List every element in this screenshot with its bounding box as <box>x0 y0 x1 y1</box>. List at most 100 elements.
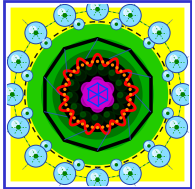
Circle shape <box>17 126 20 129</box>
Circle shape <box>12 55 19 62</box>
Circle shape <box>53 50 142 139</box>
Circle shape <box>101 94 113 106</box>
Circle shape <box>111 75 132 96</box>
Circle shape <box>115 164 117 166</box>
Circle shape <box>164 72 168 76</box>
Circle shape <box>64 88 66 90</box>
Circle shape <box>75 161 79 165</box>
Circle shape <box>166 116 188 138</box>
Circle shape <box>166 51 188 73</box>
Circle shape <box>170 121 177 128</box>
Circle shape <box>112 64 113 66</box>
Circle shape <box>91 126 93 128</box>
Circle shape <box>181 93 184 96</box>
Circle shape <box>12 121 19 128</box>
Circle shape <box>34 154 37 158</box>
Circle shape <box>129 14 132 17</box>
Circle shape <box>129 99 131 101</box>
Circle shape <box>115 23 117 25</box>
Circle shape <box>152 149 160 156</box>
Circle shape <box>40 37 52 49</box>
Circle shape <box>83 80 112 109</box>
Circle shape <box>172 84 194 105</box>
Circle shape <box>27 25 168 164</box>
Circle shape <box>145 40 149 43</box>
Circle shape <box>64 99 66 101</box>
Circle shape <box>82 94 94 106</box>
Circle shape <box>123 74 125 76</box>
Circle shape <box>124 9 131 16</box>
Circle shape <box>91 173 98 180</box>
Circle shape <box>112 123 113 125</box>
Circle shape <box>26 75 28 77</box>
Circle shape <box>158 31 161 35</box>
Circle shape <box>116 80 121 85</box>
Circle shape <box>58 9 65 16</box>
Circle shape <box>77 120 79 122</box>
Circle shape <box>86 125 88 127</box>
Circle shape <box>113 87 133 108</box>
Circle shape <box>101 83 113 95</box>
Circle shape <box>68 80 74 85</box>
Circle shape <box>98 64 104 70</box>
Circle shape <box>61 58 134 131</box>
Circle shape <box>6 88 13 95</box>
Circle shape <box>81 112 86 117</box>
Circle shape <box>118 92 123 98</box>
Circle shape <box>77 67 79 69</box>
Circle shape <box>91 100 104 112</box>
Circle shape <box>82 123 83 125</box>
Circle shape <box>63 14 66 17</box>
Circle shape <box>73 70 75 72</box>
Circle shape <box>67 79 69 81</box>
Circle shape <box>143 37 155 49</box>
Circle shape <box>11 93 14 96</box>
Circle shape <box>158 154 161 158</box>
Circle shape <box>40 140 52 152</box>
Circle shape <box>92 115 98 120</box>
Circle shape <box>116 67 118 69</box>
Circle shape <box>148 145 150 147</box>
Circle shape <box>119 4 141 26</box>
Circle shape <box>102 126 104 128</box>
Circle shape <box>26 112 28 114</box>
FancyBboxPatch shape <box>11 8 184 181</box>
Circle shape <box>124 167 131 174</box>
Circle shape <box>63 172 66 175</box>
Circle shape <box>107 125 109 127</box>
Circle shape <box>29 149 36 156</box>
Circle shape <box>123 113 125 115</box>
Circle shape <box>128 104 130 106</box>
Circle shape <box>97 127 98 129</box>
Circle shape <box>109 70 114 75</box>
Circle shape <box>107 62 109 64</box>
Circle shape <box>120 117 122 119</box>
Circle shape <box>126 108 128 110</box>
Circle shape <box>71 104 76 109</box>
Circle shape <box>73 159 84 170</box>
Circle shape <box>113 104 119 109</box>
Circle shape <box>75 70 81 75</box>
Circle shape <box>42 39 153 150</box>
Circle shape <box>113 161 116 165</box>
Circle shape <box>111 159 122 170</box>
Circle shape <box>129 88 131 90</box>
Circle shape <box>45 42 47 44</box>
Circle shape <box>34 31 37 35</box>
Circle shape <box>81 59 102 80</box>
Circle shape <box>67 108 69 110</box>
Circle shape <box>21 70 33 81</box>
Circle shape <box>97 60 98 62</box>
Circle shape <box>119 163 141 185</box>
Circle shape <box>129 172 132 175</box>
Circle shape <box>104 65 125 86</box>
Circle shape <box>43 40 46 43</box>
Circle shape <box>1 84 23 105</box>
Circle shape <box>102 61 104 63</box>
Circle shape <box>75 107 96 128</box>
Circle shape <box>148 42 150 44</box>
Circle shape <box>87 110 108 130</box>
Circle shape <box>162 70 174 81</box>
Circle shape <box>70 65 91 86</box>
Circle shape <box>66 92 78 103</box>
